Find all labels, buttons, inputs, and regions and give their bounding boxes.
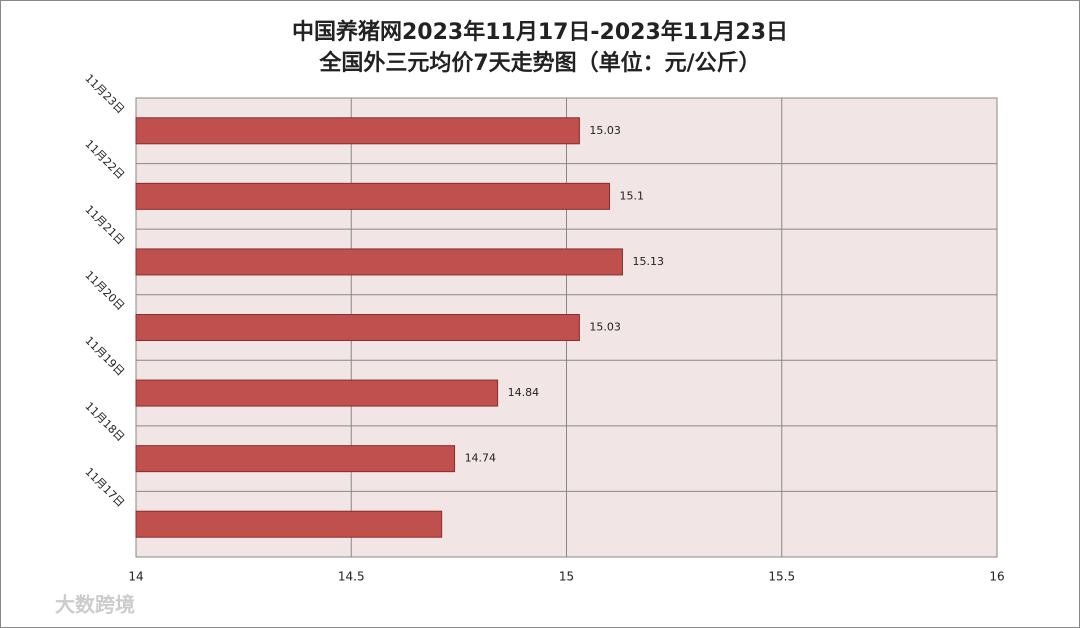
- watermark: 大数跨境: [55, 593, 135, 617]
- bar: [135, 379, 499, 407]
- x-tick-label: 14.5: [338, 570, 365, 584]
- x-tick-label: 16: [989, 570, 1004, 584]
- bar: [135, 445, 456, 473]
- x-tick-label: 15.5: [768, 570, 795, 584]
- bar: [135, 182, 611, 210]
- data-label: 14.84: [508, 386, 540, 399]
- data-label: 15.03: [589, 124, 621, 137]
- x-tick-label: 14: [128, 570, 143, 584]
- chart-title: 中国养猪网2023年11月17日-2023年11月23日: [292, 19, 788, 45]
- bar: [135, 314, 580, 341]
- bar: [135, 248, 623, 276]
- data-label: 15.03: [589, 321, 621, 334]
- bar: [135, 117, 580, 145]
- data-label: 14.74: [465, 452, 497, 465]
- data-label: 15.1: [620, 189, 645, 202]
- bar: [135, 510, 443, 538]
- data-label: 15.13: [632, 255, 664, 268]
- x-tick-label: 15: [559, 570, 574, 584]
- chart-subtitle: 全国外三元均价7天走势图（单位：元/公斤）: [318, 50, 760, 76]
